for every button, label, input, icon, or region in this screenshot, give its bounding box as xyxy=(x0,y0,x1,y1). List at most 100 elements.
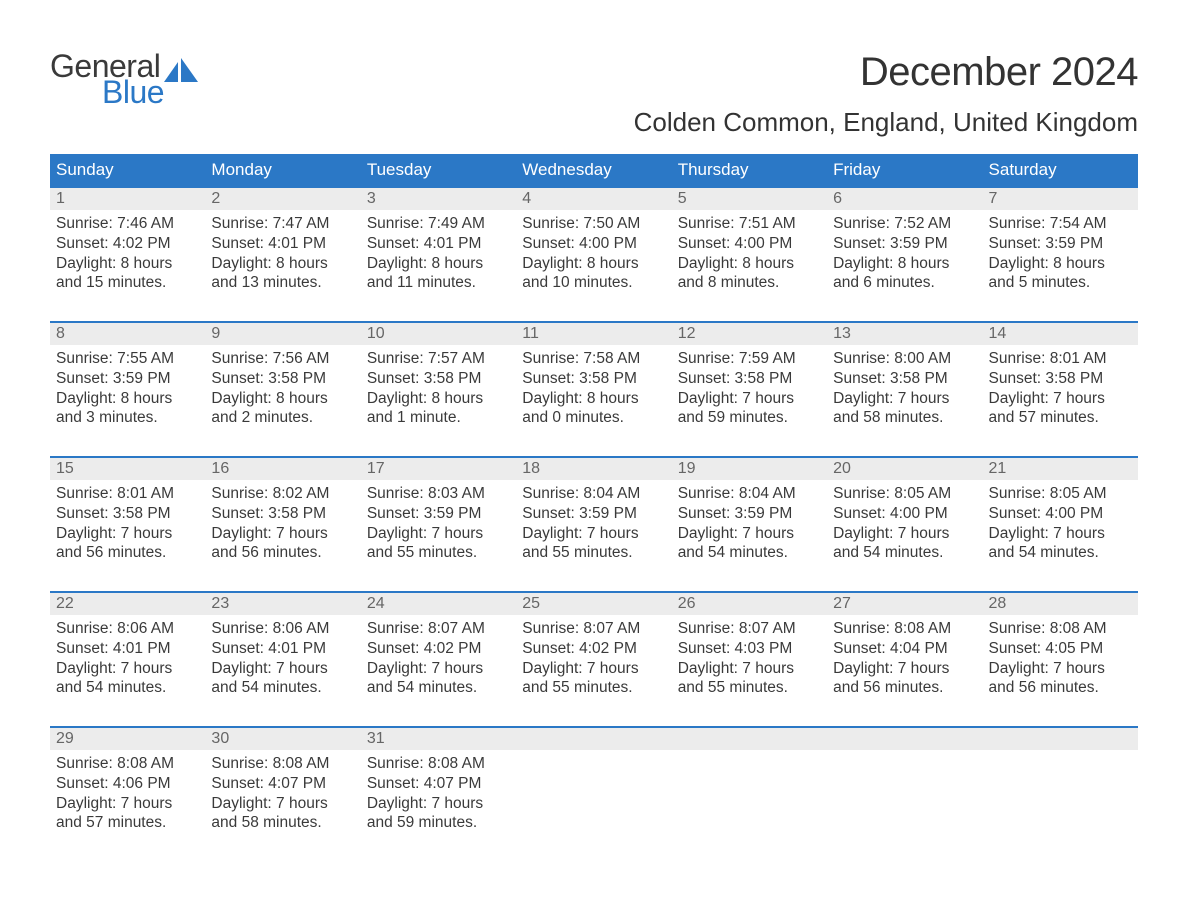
logo-sail-icon xyxy=(164,58,198,82)
day-sunrise: Sunrise: 7:50 AM xyxy=(522,214,665,234)
day-cell: Sunrise: 8:04 AMSunset: 3:59 PMDaylight:… xyxy=(516,480,671,568)
week-separator xyxy=(50,298,1138,322)
day-dl2: and 56 minutes. xyxy=(211,543,354,563)
day-number: 25 xyxy=(516,592,671,615)
week-separator xyxy=(50,433,1138,457)
day-cell: Sunrise: 8:02 AMSunset: 3:58 PMDaylight:… xyxy=(205,480,360,568)
day-cell: Sunrise: 7:51 AMSunset: 4:00 PMDaylight:… xyxy=(672,210,827,298)
day-dl1: Daylight: 8 hours xyxy=(522,254,665,274)
separator-cell xyxy=(672,568,827,592)
day-number-empty xyxy=(983,727,1138,750)
day-number: 1 xyxy=(50,187,205,210)
day-cell: Sunrise: 7:52 AMSunset: 3:59 PMDaylight:… xyxy=(827,210,982,298)
day-sunset: Sunset: 4:01 PM xyxy=(211,234,354,254)
day-number: 8 xyxy=(50,322,205,345)
day-sunrise: Sunrise: 8:08 AM xyxy=(211,754,354,774)
day-number: 15 xyxy=(50,457,205,480)
day-header: Sunday xyxy=(50,154,205,187)
day-cell-empty xyxy=(827,750,982,838)
day-sunrise: Sunrise: 8:06 AM xyxy=(56,619,199,639)
day-cell: Sunrise: 8:06 AMSunset: 4:01 PMDaylight:… xyxy=(50,615,205,703)
week-body-row: Sunrise: 8:08 AMSunset: 4:06 PMDaylight:… xyxy=(50,750,1138,838)
day-sunset: Sunset: 4:01 PM xyxy=(56,639,199,659)
day-header: Thursday xyxy=(672,154,827,187)
day-dl1: Daylight: 7 hours xyxy=(678,389,821,409)
day-cell: Sunrise: 8:03 AMSunset: 3:59 PMDaylight:… xyxy=(361,480,516,568)
day-cell: Sunrise: 8:08 AMSunset: 4:06 PMDaylight:… xyxy=(50,750,205,838)
day-sunrise: Sunrise: 8:06 AM xyxy=(211,619,354,639)
day-sunrise: Sunrise: 8:05 AM xyxy=(989,484,1132,504)
day-dl2: and 57 minutes. xyxy=(989,408,1132,428)
day-cell: Sunrise: 7:47 AMSunset: 4:01 PMDaylight:… xyxy=(205,210,360,298)
day-dl2: and 10 minutes. xyxy=(522,273,665,293)
separator-cell xyxy=(983,298,1138,322)
separator-cell xyxy=(983,703,1138,727)
day-number-empty xyxy=(827,727,982,750)
page-title: December 2024 xyxy=(634,50,1138,95)
separator-cell xyxy=(50,433,205,457)
day-dl2: and 59 minutes. xyxy=(367,813,510,833)
day-sunrise: Sunrise: 8:05 AM xyxy=(833,484,976,504)
separator-cell xyxy=(205,298,360,322)
day-sunrise: Sunrise: 7:49 AM xyxy=(367,214,510,234)
day-sunrise: Sunrise: 8:08 AM xyxy=(833,619,976,639)
day-sunset: Sunset: 3:58 PM xyxy=(833,369,976,389)
day-dl2: and 58 minutes. xyxy=(833,408,976,428)
day-sunrise: Sunrise: 8:08 AM xyxy=(56,754,199,774)
day-number: 26 xyxy=(672,592,827,615)
week-daynum-row: 1234567 xyxy=(50,187,1138,210)
day-number: 3 xyxy=(361,187,516,210)
day-sunset: Sunset: 4:01 PM xyxy=(367,234,510,254)
day-dl2: and 13 minutes. xyxy=(211,273,354,293)
week-separator xyxy=(50,703,1138,727)
day-header: Saturday xyxy=(983,154,1138,187)
day-header: Tuesday xyxy=(361,154,516,187)
day-sunrise: Sunrise: 8:04 AM xyxy=(678,484,821,504)
day-sunrise: Sunrise: 7:57 AM xyxy=(367,349,510,369)
day-dl1: Daylight: 7 hours xyxy=(989,389,1132,409)
day-number: 10 xyxy=(361,322,516,345)
day-sunrise: Sunrise: 8:08 AM xyxy=(989,619,1132,639)
day-number: 16 xyxy=(205,457,360,480)
week-daynum-row: 22232425262728 xyxy=(50,592,1138,615)
separator-cell xyxy=(361,433,516,457)
day-dl1: Daylight: 7 hours xyxy=(989,524,1132,544)
day-dl2: and 55 minutes. xyxy=(367,543,510,563)
week-daynum-row: 293031 xyxy=(50,727,1138,750)
day-cell: Sunrise: 7:57 AMSunset: 3:58 PMDaylight:… xyxy=(361,345,516,433)
day-number: 28 xyxy=(983,592,1138,615)
day-number-empty xyxy=(516,727,671,750)
day-sunrise: Sunrise: 7:51 AM xyxy=(678,214,821,234)
day-dl2: and 6 minutes. xyxy=(833,273,976,293)
day-number: 7 xyxy=(983,187,1138,210)
day-cell: Sunrise: 7:59 AMSunset: 3:58 PMDaylight:… xyxy=(672,345,827,433)
day-sunrise: Sunrise: 7:54 AM xyxy=(989,214,1132,234)
separator-cell xyxy=(827,568,982,592)
day-dl1: Daylight: 7 hours xyxy=(833,659,976,679)
day-sunset: Sunset: 4:06 PM xyxy=(56,774,199,794)
day-number-empty xyxy=(672,727,827,750)
day-number: 24 xyxy=(361,592,516,615)
calendar-table: SundayMondayTuesdayWednesdayThursdayFrid… xyxy=(50,154,1138,838)
day-dl1: Daylight: 8 hours xyxy=(56,389,199,409)
day-cell: Sunrise: 7:54 AMSunset: 3:59 PMDaylight:… xyxy=(983,210,1138,298)
day-cell: Sunrise: 8:07 AMSunset: 4:02 PMDaylight:… xyxy=(361,615,516,703)
day-dl2: and 59 minutes. xyxy=(678,408,821,428)
separator-cell xyxy=(50,568,205,592)
day-dl2: and 57 minutes. xyxy=(56,813,199,833)
day-dl2: and 56 minutes. xyxy=(833,678,976,698)
day-sunset: Sunset: 3:58 PM xyxy=(678,369,821,389)
day-dl2: and 11 minutes. xyxy=(367,273,510,293)
day-number: 4 xyxy=(516,187,671,210)
week-separator xyxy=(50,568,1138,592)
day-dl2: and 8 minutes. xyxy=(678,273,821,293)
day-dl1: Daylight: 7 hours xyxy=(989,659,1132,679)
day-sunset: Sunset: 3:59 PM xyxy=(678,504,821,524)
day-number: 2 xyxy=(205,187,360,210)
day-header: Wednesday xyxy=(516,154,671,187)
day-sunset: Sunset: 3:58 PM xyxy=(989,369,1132,389)
day-dl1: Daylight: 7 hours xyxy=(211,524,354,544)
day-dl2: and 56 minutes. xyxy=(989,678,1132,698)
day-cell: Sunrise: 8:08 AMSunset: 4:07 PMDaylight:… xyxy=(205,750,360,838)
day-sunrise: Sunrise: 8:00 AM xyxy=(833,349,976,369)
